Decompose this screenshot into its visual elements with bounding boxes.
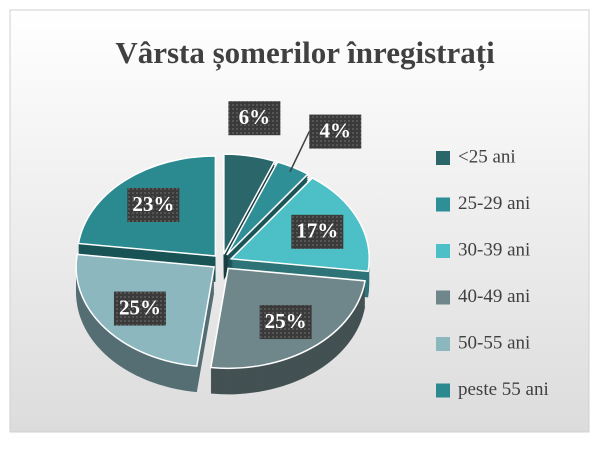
slice bbox=[223, 153, 276, 255]
data-label-box bbox=[228, 101, 281, 136]
data-label: 25% bbox=[265, 309, 307, 333]
slice bbox=[226, 161, 310, 256]
legend-swatch bbox=[436, 383, 450, 398]
legend-swatch bbox=[436, 151, 450, 165]
data-label: 23% bbox=[132, 192, 174, 216]
data-label: 25% bbox=[119, 295, 161, 319]
legend-label: 40-49 ani bbox=[458, 286, 530, 307]
legend-label: 30-39 ani bbox=[458, 239, 530, 260]
legend-label: 25-29 ani bbox=[458, 193, 530, 214]
data-label-box bbox=[309, 114, 362, 149]
legend-label: 50-55 ani bbox=[458, 332, 530, 353]
data-label: 17% bbox=[296, 219, 338, 243]
data-label-box bbox=[259, 305, 312, 340]
legend-swatch bbox=[436, 244, 450, 258]
leader-line bbox=[289, 131, 310, 173]
data-label-box bbox=[291, 214, 344, 249]
legend-label: peste 55 ani bbox=[458, 379, 549, 400]
chart-title: Vârsta șomerilor înregistrați bbox=[115, 35, 495, 71]
legend-swatch bbox=[436, 337, 450, 351]
legend-label: <25 ani bbox=[458, 146, 516, 167]
legend-swatch bbox=[436, 197, 450, 212]
data-label-box bbox=[113, 291, 166, 326]
legend-swatch bbox=[436, 290, 450, 305]
data-label: 4% bbox=[320, 118, 352, 142]
data-label-box bbox=[127, 187, 180, 222]
data-label: 6% bbox=[239, 105, 271, 129]
